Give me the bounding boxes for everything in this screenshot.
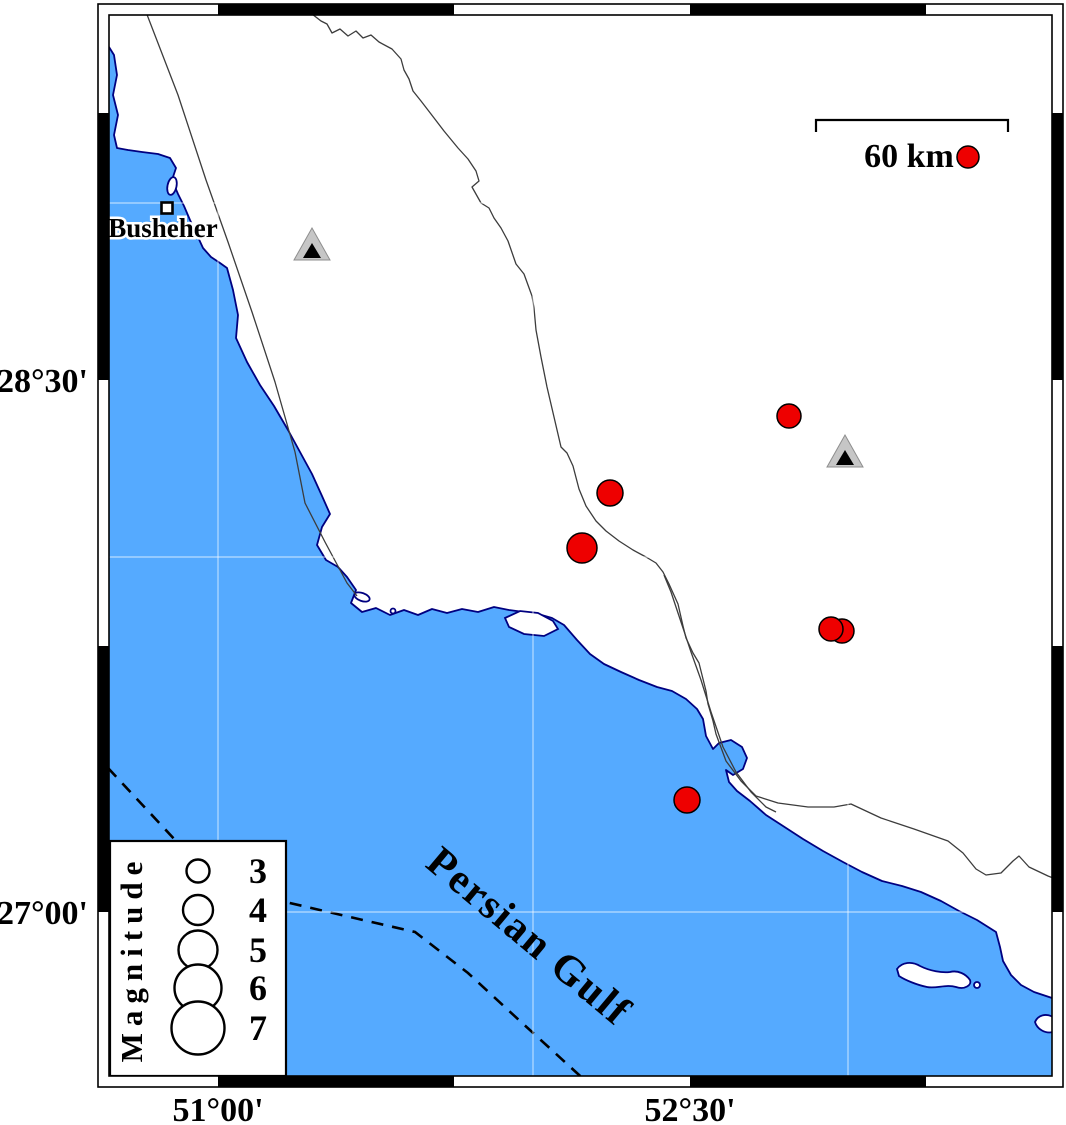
station-markers: [293, 226, 864, 468]
legend-magnitude-circle: [185, 858, 211, 884]
frame-inner-border: [108, 14, 1053, 1077]
frame-segment: [690, 1076, 926, 1087]
legend-magnitude-value: 3: [249, 851, 267, 891]
frame-segment: [1052, 646, 1063, 912]
legend-magnitude-value: 4: [249, 890, 267, 930]
legend-magnitude-value: 5: [249, 930, 267, 970]
legend-magnitude-circle: [181, 893, 215, 927]
legend-magnitude-value: 7: [249, 1008, 267, 1048]
earthquake-marker: [566, 532, 598, 564]
frame-segment: [690, 4, 926, 15]
sandbar: [503, 610, 560, 637]
earthquake-marker: [956, 145, 980, 169]
bay-island: [166, 176, 178, 196]
road-northwest: [146, 15, 358, 597]
coastal-islet-small: [389, 607, 397, 615]
frame-outer-border: [97, 3, 1064, 1088]
frame-segment: [218, 4, 454, 15]
longitude-tick-label: 51°00': [172, 1092, 263, 1125]
road-coastal-branch: [663, 574, 777, 813]
city-label: Busheher: [108, 213, 218, 243]
frame-segment: [98, 113, 109, 380]
city-marker-square: [160, 201, 174, 215]
station-triangle-inner-icon: [836, 450, 854, 465]
longitude-tick-label: 52°30': [644, 1092, 735, 1125]
legend-magnitude-value: 6: [249, 968, 267, 1008]
axis-labels: 28°30' 27°00' 51°00' 52°30': [0, 363, 736, 1125]
earthquake-markers: [566, 145, 980, 814]
frame-segment: [1052, 113, 1063, 380]
latitude-tick-label: 27°00': [0, 895, 88, 932]
earthquake-marker: [818, 616, 844, 642]
map-interior: Persian Gulf Busheher 60 km Magnitude 34…: [108, 15, 1052, 1076]
earthquake-marker: [596, 479, 624, 507]
frame-segment: [98, 646, 109, 912]
earthquake-marker: [673, 786, 701, 814]
scale-bar-label: 60 km: [864, 138, 954, 175]
coastal-islet: [353, 591, 371, 603]
islands: [166, 176, 1052, 1034]
gridlines: [109, 15, 1052, 1076]
scale-bar: 60 km: [814, 118, 1010, 175]
legend-magnitude-circle: [170, 1000, 226, 1056]
gulf-island-large: [896, 962, 972, 989]
persian-gulf-sea: [109, 47, 1052, 1076]
scale-bar-bracket: [814, 118, 1010, 132]
corner-island: [1034, 1014, 1052, 1034]
map-frame: [97, 3, 1064, 1088]
legend-title: Magnitude: [114, 855, 149, 1063]
earthquake-marker: [776, 403, 802, 429]
latitude-tick-label: 28°30': [0, 363, 88, 400]
station-triangle-inner-icon: [303, 243, 321, 258]
frame-segment: [218, 1076, 454, 1087]
gulf-islet: [973, 981, 981, 989]
coastline: [109, 46, 1052, 999]
